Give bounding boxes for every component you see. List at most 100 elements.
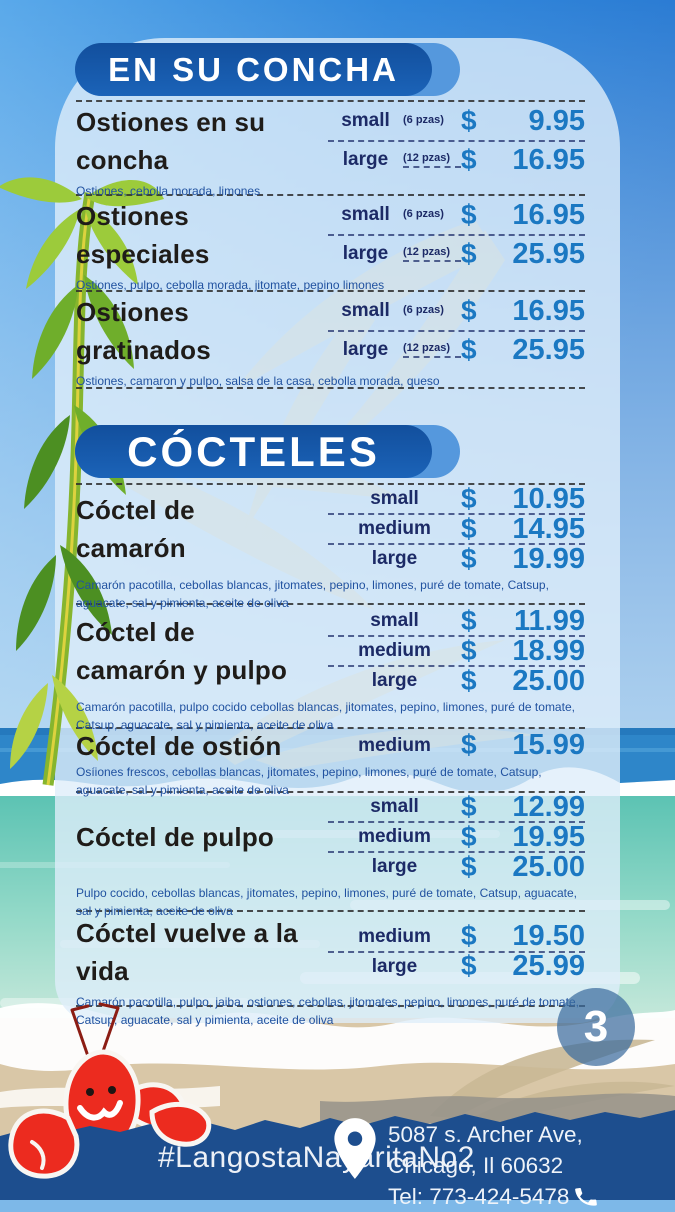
price-amount: 16.95 <box>512 198 585 231</box>
price-row: large $25.99 <box>328 952 585 981</box>
item-main: Ostiones en su concha small (6 pzas) $9.95 l… <box>76 102 585 179</box>
item-main: Cóctel de ostión medium $15.99 <box>76 731 585 760</box>
size-label: large <box>371 670 418 691</box>
item-description: Camarón pacotilla, pulpo, jaiba, ostione… <box>76 995 579 1028</box>
price-amount: 10.95 <box>512 482 585 515</box>
portion-note: (6 pzas) <box>403 304 444 317</box>
dollar-sign: $ <box>461 143 477 175</box>
item-description: Camarón pacotilla, pulpo cocido cebollas… <box>76 700 575 732</box>
dollar-sign: $ <box>461 664 477 696</box>
portion-note: (6 pzas) <box>403 114 444 127</box>
price-amount: 18.99 <box>512 634 585 667</box>
size-label: small <box>370 488 419 509</box>
dollar-sign: $ <box>461 542 477 574</box>
price-rows: small $11.99 medium $18.99 large $25.00 <box>328 604 585 697</box>
size-label: medium <box>358 518 431 539</box>
item-description: Ostiones, cebolla morada, limones <box>76 184 261 199</box>
size-label: large <box>342 149 389 171</box>
price: $16.95 <box>461 143 585 175</box>
item-description: Ostiones, pulpo, cebolla morada, jitomat… <box>76 278 385 293</box>
price: $25.99 <box>461 952 585 981</box>
item-main: Ostiones gratinados small (6 pzas) $16.95 la… <box>76 292 585 369</box>
price-rows: small (6 pzas) $16.95 large (12 pzas) $25.95 <box>328 197 585 273</box>
price: $9.95 <box>461 104 585 137</box>
page-number: 3 <box>583 1002 609 1051</box>
footer-contact: 5087 s. Archer Ave, Chicago, Il 60632 Te… <box>388 1119 675 1212</box>
item-description: Pulpo cocido, cebollas blancas, jitomate… <box>76 886 577 918</box>
dollar-sign: $ <box>461 920 477 952</box>
size-label: large <box>342 243 389 265</box>
hashtag-label: #LangostaNayaritaNo2 <box>158 1141 475 1174</box>
dollar-sign: $ <box>461 482 477 514</box>
menu-item: Cóctel de camarón small $10.95 medium $14.95… <box>76 482 585 610</box>
price-amount: 14.95 <box>512 512 585 545</box>
item-name: Ostiones en su concha <box>76 107 266 175</box>
price-amount: 12.99 <box>512 790 585 823</box>
item-name: Cóctel vuelve a la vida <box>76 918 298 986</box>
price-row: medium $19.95 <box>328 820 585 853</box>
section-title: EN SU CONCHA <box>108 50 399 88</box>
dollar-sign: $ <box>461 634 477 666</box>
dollar-sign: $ <box>461 729 477 761</box>
price: $14.95 <box>461 512 585 545</box>
price-amount: 25.95 <box>512 333 585 366</box>
page-number-badge: 3 <box>557 988 635 1066</box>
price-rows: small $12.99 medium $19.95 large $25.00 <box>328 790 585 883</box>
size-label: small <box>341 110 390 132</box>
dollar-sign: $ <box>461 237 477 269</box>
price-row: medium $19.50 <box>328 920 585 953</box>
price-row: large $25.00 <box>328 664 585 697</box>
price-amount: 11.99 <box>514 604 585 637</box>
phone-line: Tel: 773-424-5478 <box>388 1184 570 1209</box>
price-row: medium $14.95 <box>328 512 585 545</box>
item-name: Cóctel de pulpo <box>76 822 274 853</box>
price: $25.00 <box>461 850 585 883</box>
size-label: large <box>342 339 389 361</box>
menu-item: Ostiones especiales small (6 pzas) $16.95 la… <box>76 196 585 292</box>
dollar-sign: $ <box>461 104 477 136</box>
price-row: large $19.99 <box>328 542 585 575</box>
price-amount: 16.95 <box>512 294 585 327</box>
portion-note: (12 pzas) <box>403 342 461 359</box>
price-amount: 25.00 <box>512 664 585 697</box>
item-name: Cóctel de camarón y pulpo <box>76 617 288 685</box>
portion-note: (12 pzas) <box>403 152 461 169</box>
price-row: small (6 pzas) $9.95 <box>328 103 585 142</box>
size-label: small <box>341 204 390 226</box>
price-rows: small (6 pzas) $9.95 large (12 pzas) $16.95 <box>328 103 585 179</box>
price-row: medium $18.99 <box>328 634 585 667</box>
item-description: Camarón pacotilla, cebollas blancas, jit… <box>76 578 549 610</box>
price-amount: 19.99 <box>512 542 585 575</box>
dollar-sign: $ <box>461 294 477 326</box>
price: $10.95 <box>461 482 585 515</box>
dollar-sign: $ <box>461 790 477 822</box>
price-row: small $11.99 <box>328 604 585 637</box>
phone-icon <box>575 1187 598 1206</box>
portion-note: (6 pzas) <box>403 208 444 221</box>
price-row: medium $15.99 <box>328 729 585 761</box>
item-main: Ostiones especiales small (6 pzas) $16.95 la… <box>76 196 585 273</box>
price-amount: 25.00 <box>512 850 585 883</box>
item-description: Ostiones, camaron y pulpo, salsa de la c… <box>76 374 440 389</box>
price-amount: 19.95 <box>512 820 585 853</box>
price-row: large $25.00 <box>328 850 585 883</box>
price-amount: 9.95 <box>528 104 585 137</box>
address-line: 5087 s. Archer Ave, Chicago, Il 60632 <box>388 1122 583 1178</box>
price: $19.99 <box>461 542 585 575</box>
price-amount: 19.50 <box>512 920 585 953</box>
dollar-sign: $ <box>461 198 477 230</box>
item-main: Cóctel de camarón y pulpo small $11.99 medi… <box>76 604 585 697</box>
lobster-mascot-claws <box>8 1101 212 1179</box>
size-label: large <box>371 548 418 569</box>
size-label: medium <box>358 734 431 756</box>
price-row: large (12 pzas) $16.95 <box>328 142 585 179</box>
price-row: small $10.95 <box>328 482 585 515</box>
price: $25.95 <box>461 333 585 366</box>
menu-item: Cóctel de pulpo small $12.99 medium $19.95 la… <box>76 790 585 918</box>
price-amount: 25.95 <box>512 237 585 270</box>
price: $16.95 <box>461 198 585 231</box>
price: $25.95 <box>461 237 585 270</box>
item-name: Ostiones especiales <box>76 201 210 269</box>
size-label: medium <box>358 925 431 947</box>
price-row: small $12.99 <box>328 790 585 823</box>
